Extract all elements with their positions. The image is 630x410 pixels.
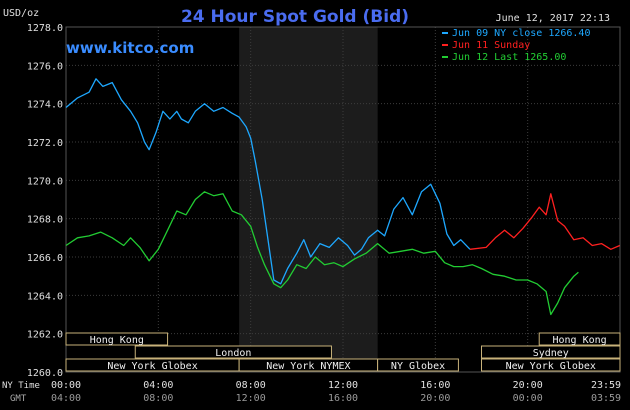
y-tick-label: 1262.0 — [27, 330, 63, 341]
session-label: NY Globex — [391, 361, 445, 372]
session-bar — [377, 358, 459, 372]
session-label: Sydney — [533, 348, 569, 359]
session-bar — [134, 345, 332, 359]
session-label: Hong Kong — [553, 335, 607, 346]
x-tick-ny: 20:00 — [513, 380, 543, 391]
timestamp: June 12, 2017 22:13 — [496, 13, 610, 24]
y-tick-label: 1264.0 — [27, 291, 63, 302]
y-tick-label: 1276.0 — [27, 61, 63, 72]
x-tick-gmt: 12:00 — [236, 393, 266, 404]
x-tick-gmt: 20:00 — [420, 393, 450, 404]
series-line — [65, 191, 579, 316]
x-tick-ny: 23:59 — [591, 380, 621, 391]
session-bar — [481, 345, 621, 359]
gmt-label: GMT — [10, 394, 27, 404]
session-label: New York NYMEX — [266, 361, 350, 372]
session-label: London — [215, 348, 251, 359]
x-tick-ny: 00:00 — [51, 380, 81, 391]
y-tick-label: 1274.0 — [27, 100, 63, 111]
y-tick-label: 1272.0 — [27, 138, 63, 149]
series-line — [469, 193, 621, 250]
x-tick-gmt: 08:00 — [143, 393, 173, 404]
x-tick-gmt: 03:59 — [591, 393, 621, 404]
series-line — [65, 78, 471, 285]
y-tick-label: 1278.0 — [27, 23, 63, 34]
y-tick-label: 1268.0 — [27, 215, 63, 226]
x-tick-ny: 08:00 — [236, 380, 266, 391]
session-bar — [65, 332, 169, 346]
x-tick-gmt: 16:00 — [328, 393, 358, 404]
y-tick-label: 1270.0 — [27, 176, 63, 187]
plot-border — [65, 26, 621, 373]
session-bar — [538, 332, 621, 346]
x-tick-ny: 12:00 — [328, 380, 358, 391]
website-label: www.kitco.com — [66, 39, 194, 57]
x-tick-gmt: 04:00 — [51, 393, 81, 404]
y-tick-label: 1266.0 — [27, 253, 63, 264]
legend-label: Jun 11 Sunday — [452, 40, 530, 51]
x-tick-ny: 16:00 — [420, 380, 450, 391]
ny-time-label: NY Time — [2, 381, 40, 391]
x-tick-gmt: 00:00 — [513, 393, 543, 404]
session-bar — [481, 358, 621, 372]
y-tick-label: 1260.0 — [27, 368, 63, 379]
session-label: New York Globex — [506, 361, 596, 372]
x-tick-ny: 04:00 — [143, 380, 173, 391]
shaded-period — [239, 27, 378, 372]
unit-label: USD/oz — [3, 8, 39, 19]
legend-label: Jun 12 Last 1265.00 — [452, 52, 566, 63]
session-label: Hong Kong — [90, 335, 144, 346]
session-label: New York Globex — [107, 361, 197, 372]
legend-label: Jun 09 NY close 1266.40 — [452, 28, 590, 39]
chart-title: 24 Hour Spot Gold (Bid) — [181, 7, 409, 27]
